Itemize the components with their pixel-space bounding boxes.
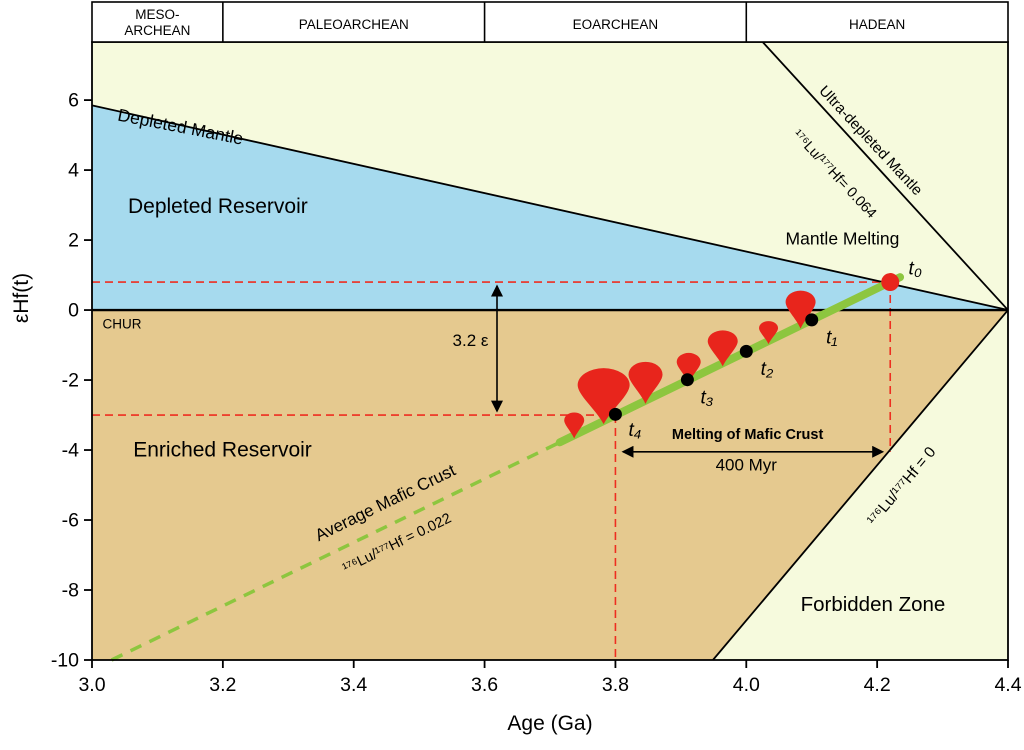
y-tick-label: -8 [62,580,79,602]
era-label: PALEOARCHEAN [299,17,409,32]
point-label-t1: t₁ [826,327,837,348]
data-point-t0 [881,273,900,292]
era-label: MESO- [135,7,179,22]
point-label-t3: t₃ [700,387,713,408]
x-tick-label: 4.2 [864,674,891,696]
melt-droplet [676,352,701,383]
era-label: EOARCHEAN [573,17,659,32]
era-label: HADEAN [849,17,905,32]
era-band [91,1,1009,43]
melting-duration-label: 400 Myr [716,455,778,474]
y-tick-label: -6 [62,510,79,532]
chur-label: CHUR [102,316,141,331]
x-tick-label: 4.0 [733,674,760,696]
point-label-t2: t₂ [761,359,774,380]
data-point-t3 [680,373,694,387]
ultra-depleted-mantle-line [761,41,1009,311]
depleted-reservoir-label: Depleted Reservoir [128,195,308,218]
melt-droplet [628,361,663,404]
x-tick-label: 3.8 [602,674,629,696]
mantle-melting-label: Mantle Melting [786,228,900,248]
enriched-reservoir-region [92,310,1008,660]
forbidden-zone-line [712,309,1009,661]
melt-droplet [577,368,630,425]
point-label-t4: t₄ [629,420,642,441]
x-tick-label: 3.6 [471,674,498,696]
y-tick-label: 6 [68,90,79,112]
x-tick-label: 3.2 [209,674,236,696]
y-tick-label: 4 [68,160,79,182]
y-tick-label: 0 [68,300,79,322]
forbidden-zone-label: Forbidden Zone [801,593,946,616]
x-axis-title: Age (Ga) [507,712,593,735]
melt-droplet [564,412,585,439]
melt-droplet [785,290,816,329]
melt-droplet [759,321,779,345]
data-point-t1 [805,313,819,327]
y-tick-label: 2 [68,230,79,252]
x-tick-label: 3.4 [340,674,367,696]
y-axis-title: εHf(t) [10,272,33,324]
era-label: ARCHEAN [124,23,190,38]
x-tick-label: 3.0 [78,674,105,696]
epsilon-gap-label: 3.2 ε [453,331,489,350]
enriched-reservoir-label: Enriched Reservoir [133,438,312,461]
data-point-t4 [608,407,622,421]
melt-droplet [707,330,738,367]
data-point-t2 [739,344,753,358]
melting-of-mafic-crust-label: Melting of Mafic Crust [672,427,824,443]
x-tick-label: 4.4 [994,674,1021,696]
depleted-mantle-line [91,104,1009,311]
y-tick-label: -2 [62,370,79,392]
y-tick-label: -10 [51,650,79,672]
point-label-t0: t₀ [909,258,922,279]
y-tick-label: -4 [62,440,79,462]
